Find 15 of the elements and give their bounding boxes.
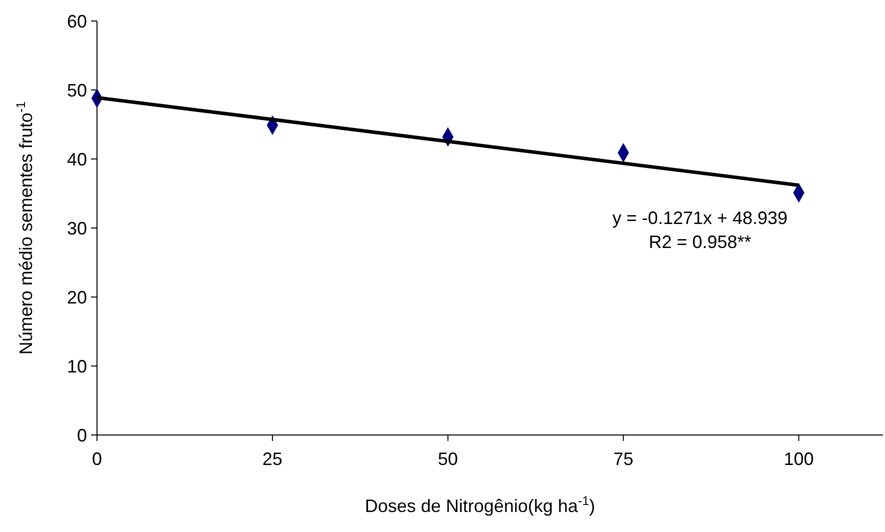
- y-tick-label: 60: [66, 11, 87, 32]
- y-tick-label: 20: [66, 287, 87, 308]
- y-tick-label: 10: [66, 356, 87, 376]
- y-tick-label: 0: [76, 425, 87, 446]
- x-tick-label: 100: [784, 449, 814, 469]
- y-tick-label: 40: [66, 149, 87, 170]
- y-tick-label: 30: [66, 218, 87, 238]
- x-tick-label: 25: [262, 449, 282, 469]
- y-tick-label: 50: [66, 80, 87, 100]
- x-tick-label: 50: [438, 449, 458, 469]
- annotation: R2 = 0.958**: [648, 232, 752, 252]
- x-tick-label: 0: [92, 449, 102, 469]
- annotation: y = -0.1271x + 48.939: [612, 208, 788, 228]
- x-axis-title: Doses de Nitrogênio(kg ha$^{-1}$): [364, 494, 596, 516]
- x-tick-label: 75: [613, 449, 634, 469]
